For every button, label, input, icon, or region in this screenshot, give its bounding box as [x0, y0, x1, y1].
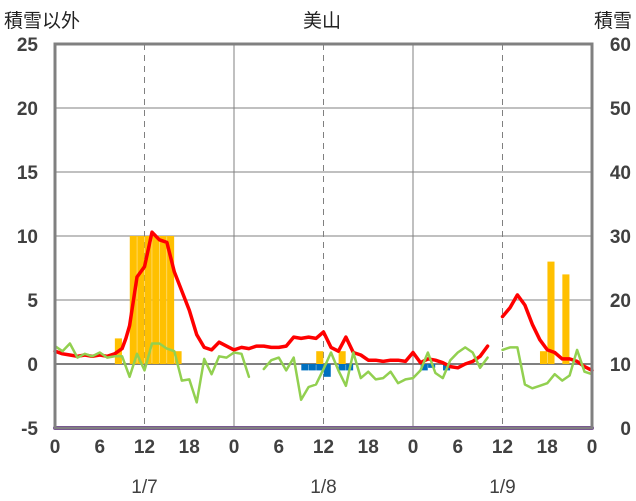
grid	[55, 44, 592, 428]
date-labels: 1/7 1/8 1/9	[131, 477, 515, 498]
bar	[159, 236, 167, 364]
series-line	[500, 293, 594, 373]
x-tick-label: 0	[408, 437, 419, 458]
bar	[338, 364, 346, 371]
date-label: 1/8	[310, 477, 336, 498]
date-label: 1/9	[489, 477, 515, 498]
x-tick-label: 0	[587, 437, 598, 458]
date-label: 1/7	[131, 477, 157, 498]
bar	[137, 236, 145, 364]
chart-title: 美山	[303, 10, 341, 32]
bar	[420, 364, 428, 371]
series-line	[262, 346, 489, 402]
left-axis-label: 積雪以外	[4, 10, 80, 32]
bar	[316, 364, 324, 371]
bar	[308, 364, 316, 371]
bar	[152, 236, 160, 364]
x-tick-label: 18	[537, 437, 558, 458]
series-line	[53, 342, 251, 404]
bar	[539, 351, 548, 364]
left-tick-label: 0	[27, 355, 38, 376]
right-tick-label: 10	[610, 355, 631, 376]
axes	[53, 42, 594, 430]
x-tick-label: 0	[229, 437, 240, 458]
x-tick-label: 12	[492, 437, 513, 458]
bar	[323, 364, 331, 377]
right-tick-labels: 0 10 20 30 40 50 60	[610, 35, 631, 440]
bar	[167, 236, 175, 364]
x-tick-label: 12	[134, 437, 155, 458]
bar	[338, 351, 346, 364]
left-tick-label: 25	[17, 35, 39, 56]
bar	[174, 351, 182, 364]
left-tick-label: 15	[17, 163, 39, 184]
bar	[144, 236, 152, 364]
right-tick-label: 20	[610, 291, 631, 312]
x-tick-label: 12	[313, 437, 334, 458]
left-tick-label: -5	[21, 419, 38, 440]
right-tick-label: 40	[610, 163, 631, 184]
bars	[114, 236, 570, 377]
bar	[547, 261, 555, 364]
left-tick-label: 5	[27, 291, 38, 312]
bar	[301, 364, 309, 371]
left-tick-label: 10	[17, 227, 38, 248]
series-line	[53, 230, 490, 370]
x-tick-label: 18	[179, 437, 200, 458]
bar	[316, 351, 324, 364]
series-line	[501, 346, 594, 390]
x-tick-label: 0	[50, 437, 61, 458]
x-tick-label: 18	[358, 437, 379, 458]
right-tick-label: 30	[610, 227, 631, 248]
left-tick-label: 20	[17, 99, 38, 120]
x-tick-labels: 0 6 12 18 0 6 12 18 0 6 12 18 0	[50, 437, 598, 458]
right-axis-label: 積雪	[594, 10, 632, 32]
right-tick-label: 60	[610, 35, 631, 56]
x-tick-label: 6	[452, 437, 463, 458]
right-tick-label: 50	[610, 99, 631, 120]
plot-frame	[53, 42, 594, 430]
bar	[562, 274, 570, 364]
left-tick-labels: -5 0 5 10 15 20 25	[17, 35, 39, 440]
right-tick-label: 0	[620, 419, 631, 440]
x-tick-label: 6	[94, 437, 105, 458]
x-tick-label: 6	[273, 437, 284, 458]
